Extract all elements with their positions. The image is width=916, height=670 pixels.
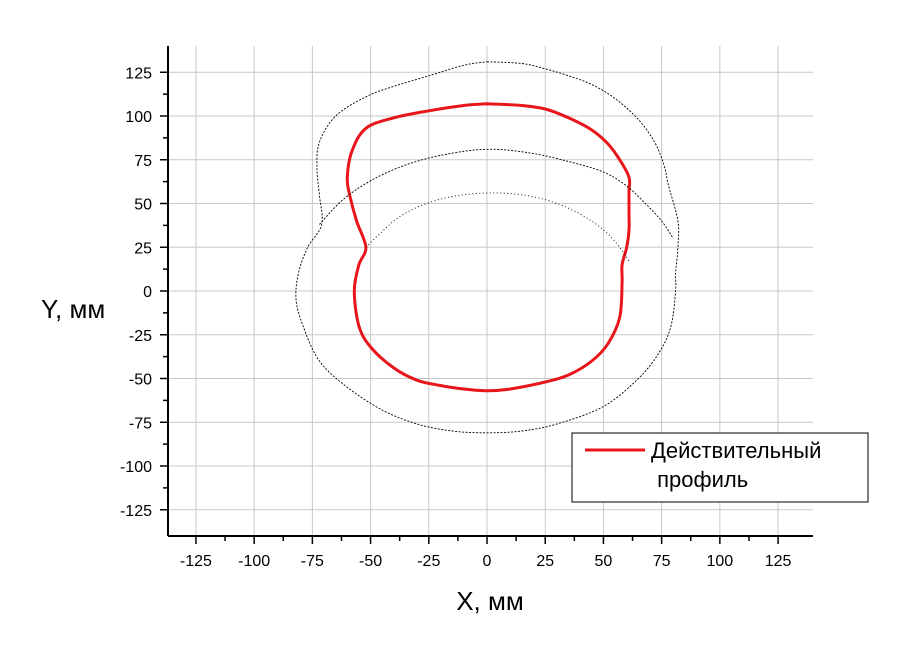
x-tick-label: 25 — [536, 553, 554, 570]
x-tick-label: -25 — [417, 553, 440, 570]
ticks: -125 -100 -75 -50 -25 0 25 50 75 100 125 125 100 75 50… — [120, 65, 792, 570]
x-tick-label: -75 — [301, 553, 324, 570]
y-tick-label: 50 — [134, 197, 152, 214]
y-tick-label: -125 — [120, 503, 152, 520]
y-tick-label: -50 — [129, 372, 152, 389]
x-tick-label: -50 — [359, 553, 382, 570]
y-tick-label: -75 — [129, 415, 152, 432]
y-tick-label: -100 — [120, 459, 152, 476]
grid — [168, 46, 813, 536]
y-tick-label: 75 — [134, 153, 152, 170]
y-tick-label: 25 — [134, 240, 152, 257]
series-reference-contour-1 — [295, 61, 680, 434]
x-tick-label: 125 — [765, 553, 792, 570]
y-tick-label: 0 — [143, 284, 152, 301]
y-tick-label: 100 — [125, 109, 152, 126]
series-reference-contour-2 — [319, 148, 674, 239]
y-tick-label: 125 — [125, 65, 152, 82]
legend: Действительный профиль — [571, 432, 869, 503]
legend-label-line1: Действительный — [651, 438, 821, 463]
legend-box — [571, 432, 869, 503]
series-layer — [295, 61, 680, 434]
x-tick-label: 100 — [707, 553, 734, 570]
x-tick-label: -125 — [180, 553, 212, 570]
x-tick-label: 0 — [483, 553, 492, 570]
x-axis-title: X, мм — [456, 586, 524, 616]
x-tick-label: 75 — [653, 553, 671, 570]
series-reference-contour-3 — [365, 192, 630, 262]
y-tick-label: -25 — [129, 328, 152, 345]
legend-label-line2: профиль — [651, 467, 748, 492]
x-tick-label: 50 — [595, 553, 613, 570]
x-tick-label: -100 — [238, 553, 270, 570]
y-axis-title: Y, мм — [41, 294, 105, 324]
series-actual-profile — [345, 102, 632, 393]
